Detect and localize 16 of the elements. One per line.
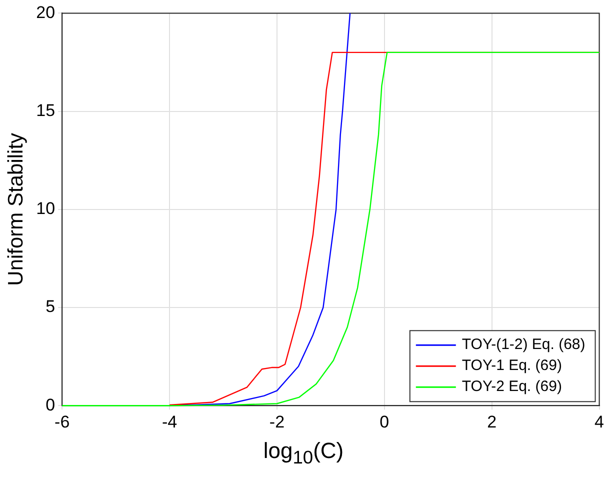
y-tick-label: 5 [46,297,56,316]
y-tick-label: 15 [36,100,56,120]
y-tick-label: 10 [36,199,56,218]
x-tick-label: 0 [380,412,390,432]
legend-label: TOY-1 Eq. (69) [462,357,562,374]
x-tick-label: 4 [594,412,604,432]
legend-label: TOY-(1-2) Eq. (68) [462,336,586,354]
y-axis-title: Uniform Stability [4,132,28,286]
x-tick-label: -4 [162,412,178,432]
y-tick-label: 0 [46,395,56,414]
x-tick-label: -6 [54,412,70,432]
legend-label: TOY-2 Eq. (69) [462,378,562,396]
y-tick-label: 20 [36,2,56,22]
x-axis-title: log$_{10}$(C) [262,438,345,468]
x-tick-label: 2 [487,412,497,432]
x-tick-label: -2 [269,412,285,432]
